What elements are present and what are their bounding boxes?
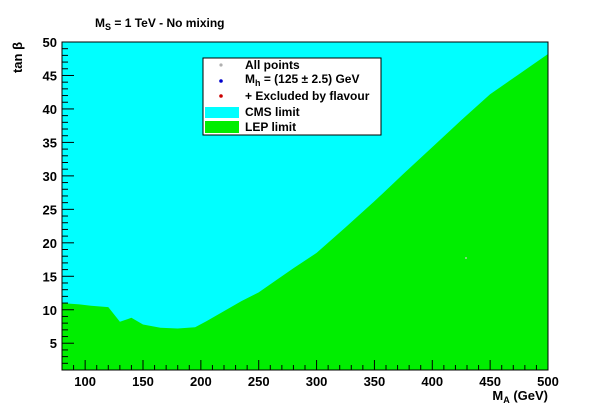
y-axis-title: tan β bbox=[10, 42, 25, 73]
data-point bbox=[465, 257, 467, 259]
legend-item-lep: LEP limit bbox=[205, 120, 296, 134]
y-tick-label: 50 bbox=[43, 35, 57, 50]
y-tick-label: 15 bbox=[43, 269, 57, 284]
legend-marker-all-points bbox=[219, 63, 223, 67]
x-tick-label: 200 bbox=[190, 374, 212, 389]
y-tick-label: 20 bbox=[43, 236, 57, 251]
x-axis-title-subscript: A bbox=[503, 395, 510, 405]
legend-label-excluded: + Excluded by flavour bbox=[245, 89, 370, 103]
x-tick-label: 300 bbox=[306, 374, 328, 389]
legend-label-mh-rest: = (125 ± 2.5) GeV bbox=[261, 72, 360, 86]
x-tick-label: 100 bbox=[74, 374, 96, 389]
lep-limit-area bbox=[62, 54, 548, 370]
x-tick-label: 150 bbox=[132, 374, 154, 389]
y-tick-label: 25 bbox=[43, 202, 57, 217]
legend-item-mh: Mh = (125 ± 2.5) GeV bbox=[219, 72, 359, 88]
chart-title-rest: = 1 TeV - No mixing bbox=[111, 16, 224, 30]
legend-item-all-points: All points bbox=[219, 58, 300, 72]
y-tick-label: 30 bbox=[43, 169, 57, 184]
x-axis: 100 150 200 250 300 350 400 450 500 bbox=[73, 360, 559, 389]
y-tick-label: 5 bbox=[50, 336, 57, 351]
legend-label-cms: CMS limit bbox=[245, 105, 300, 119]
chart-title: MS = 1 TeV - No mixing bbox=[95, 16, 224, 32]
y-axis: 5 10 15 20 25 30 35 40 45 50 bbox=[43, 35, 74, 364]
y-tick-label: 35 bbox=[43, 135, 57, 150]
chart-title-subscript: S bbox=[105, 22, 111, 32]
y-tick-label: 40 bbox=[43, 102, 57, 117]
legend-label-all-points: All points bbox=[245, 58, 300, 72]
x-tick-label: 500 bbox=[537, 374, 559, 389]
x-tick-label: 350 bbox=[364, 374, 386, 389]
legend-label-mh-subscript: h bbox=[255, 78, 261, 88]
legend: All points Mh = (125 ± 2.5) GeV + Exclud… bbox=[202, 57, 382, 136]
y-tick-label: 10 bbox=[43, 303, 57, 318]
legend-item-cms: CMS limit bbox=[205, 105, 300, 119]
legend-label-mh: Mh = (125 ± 2.5) GeV bbox=[245, 72, 359, 88]
legend-label-lep: LEP limit bbox=[245, 120, 296, 134]
legend-swatch-cms bbox=[205, 107, 239, 118]
legend-item-excluded: + Excluded by flavour bbox=[219, 89, 370, 103]
y-tick-label: 45 bbox=[43, 68, 57, 83]
x-axis-title: MA (GeV) bbox=[492, 388, 548, 405]
legend-marker-mh bbox=[219, 79, 223, 83]
x-tick-label: 250 bbox=[248, 374, 270, 389]
x-axis-title-rest: (GeV) bbox=[510, 388, 548, 403]
legend-swatch-lep bbox=[205, 121, 239, 133]
x-tick-label: 450 bbox=[479, 374, 501, 389]
x-tick-label: 400 bbox=[421, 374, 443, 389]
legend-marker-excluded bbox=[219, 94, 223, 98]
